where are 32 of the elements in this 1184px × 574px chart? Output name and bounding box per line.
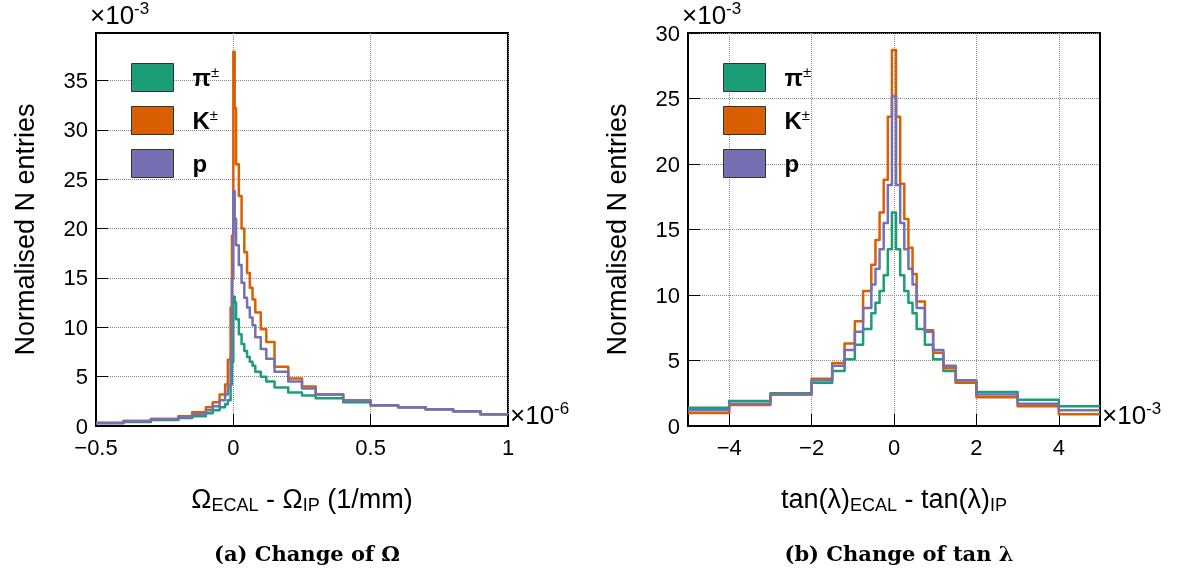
legend-label: π±: [784, 63, 812, 91]
y-tick-label: 20: [63, 216, 88, 242]
y-tick-label: 30: [655, 20, 680, 46]
x-tick-label: 1: [501, 434, 515, 460]
x-tick-label: 2: [970, 434, 983, 460]
legend-label: π±: [192, 63, 220, 91]
y-tick-label: 10: [655, 282, 680, 308]
y-axis-title: Normalised N entries: [9, 103, 40, 356]
legend-label: p: [192, 150, 208, 177]
y-tick-label: 5: [667, 348, 680, 373]
legend-label: p: [784, 150, 800, 177]
x-tick-label: −4: [716, 434, 742, 460]
y-tick-label: 20: [655, 151, 680, 177]
y-tick-label: 15: [63, 265, 88, 291]
text: (a) Change of Ω: [213, 541, 401, 566]
y-tick-label: 5: [75, 364, 88, 390]
y-tick-label: 25: [655, 86, 680, 111]
text: (b) Change of tan λ: [784, 541, 1014, 566]
y-tick-label: 30: [63, 117, 88, 143]
x-tick-label: 0.5: [355, 434, 386, 460]
y-tick-label: 35: [63, 67, 88, 93]
y-axis-title: Normalised N entries: [601, 103, 632, 356]
legend-label: K±: [192, 106, 219, 134]
y-tick-label: 0: [667, 413, 680, 439]
x-tick-label: 4: [1052, 434, 1065, 460]
x-tick-label: 0: [887, 434, 901, 460]
x-tick-label: 0: [227, 434, 240, 460]
legend-label: K±: [784, 106, 811, 134]
y-tick-label: 25: [63, 166, 88, 192]
y-tick-label: 10: [63, 314, 88, 340]
y-tick-label: 15: [655, 217, 680, 242]
x-tick-label: −2: [799, 434, 825, 460]
